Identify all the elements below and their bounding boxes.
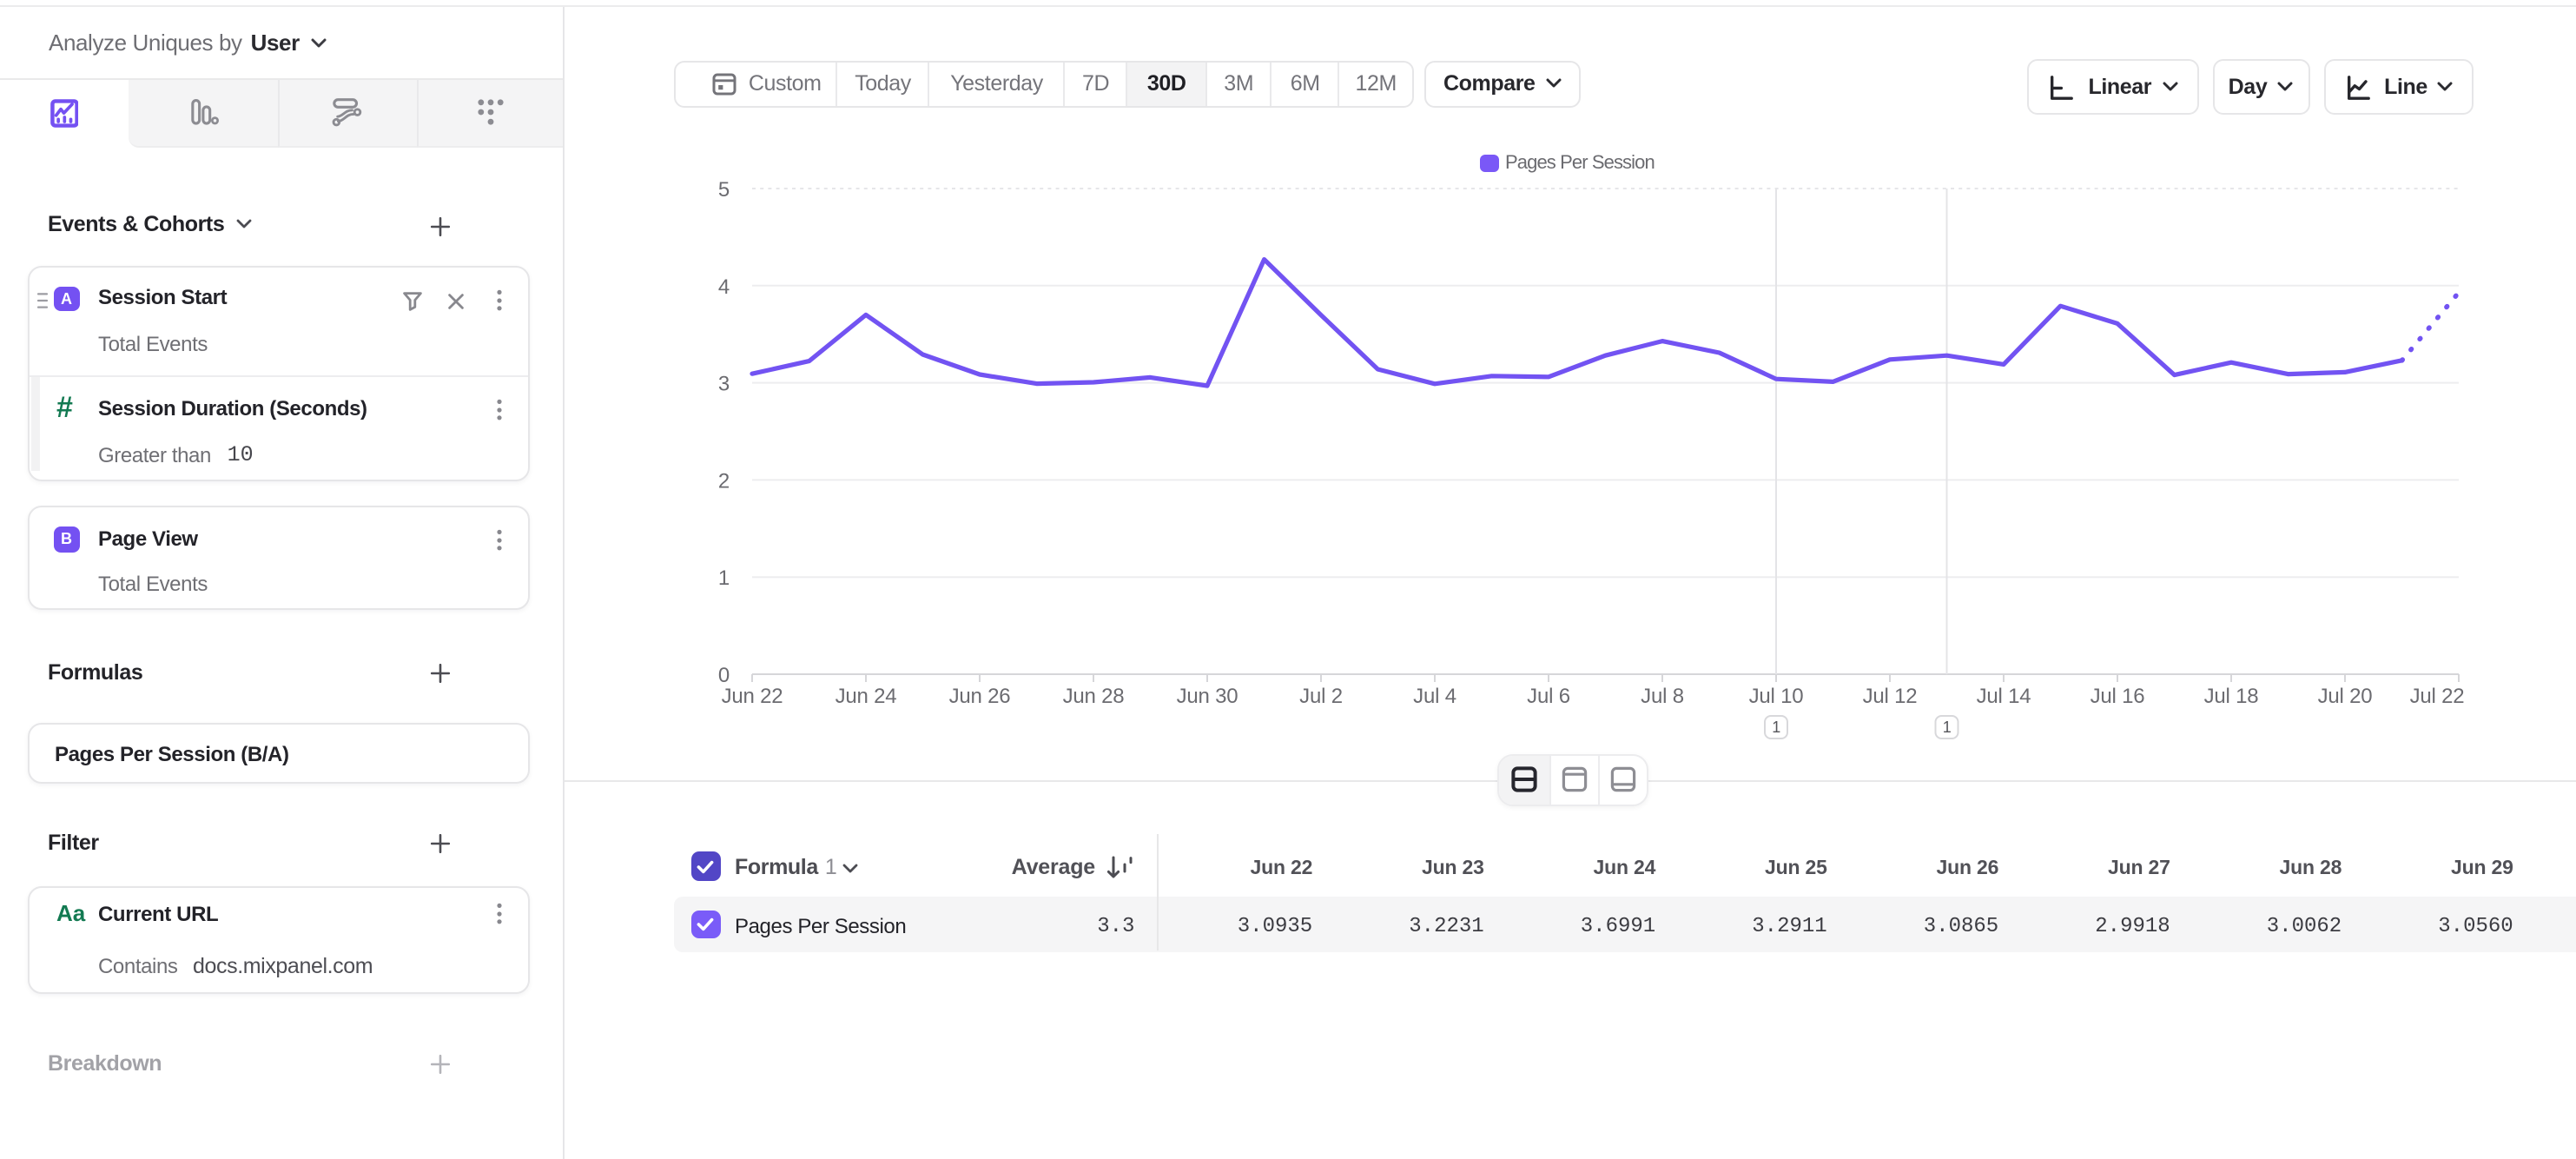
svg-text:3: 3 (718, 373, 730, 396)
svg-text:Jul 22: Jul 22 (2410, 685, 2465, 708)
svg-text:1: 1 (1772, 719, 1780, 736)
svg-text:Jun 26: Jun 26 (949, 685, 1011, 708)
svg-text:Jul 16: Jul 16 (2091, 685, 2145, 708)
svg-text:Jul 12: Jul 12 (1863, 685, 1918, 708)
svg-text:1: 1 (1943, 719, 1952, 736)
svg-text:5: 5 (718, 178, 730, 202)
svg-text:Jun 30: Jun 30 (1177, 685, 1238, 708)
svg-text:Jul 14: Jul 14 (1977, 685, 2031, 708)
svg-text:Jun 28: Jun 28 (1063, 685, 1125, 708)
svg-text:Jul 8: Jul 8 (1641, 685, 1684, 708)
svg-text:Jul 20: Jul 20 (2318, 685, 2373, 708)
svg-text:Jun 22: Jun 22 (722, 685, 783, 708)
svg-text:Jul 18: Jul 18 (2204, 685, 2259, 708)
svg-text:0: 0 (718, 664, 730, 687)
svg-text:Jul 4: Jul 4 (1413, 685, 1456, 708)
svg-text:Jul 2: Jul 2 (1299, 685, 1343, 708)
svg-text:Jul 6: Jul 6 (1527, 685, 1570, 708)
svg-text:4: 4 (718, 275, 730, 299)
svg-text:1: 1 (718, 566, 730, 590)
svg-text:2: 2 (718, 469, 730, 493)
svg-text:Jul 10: Jul 10 (1749, 685, 1804, 708)
svg-text:Jun 24: Jun 24 (836, 685, 897, 708)
